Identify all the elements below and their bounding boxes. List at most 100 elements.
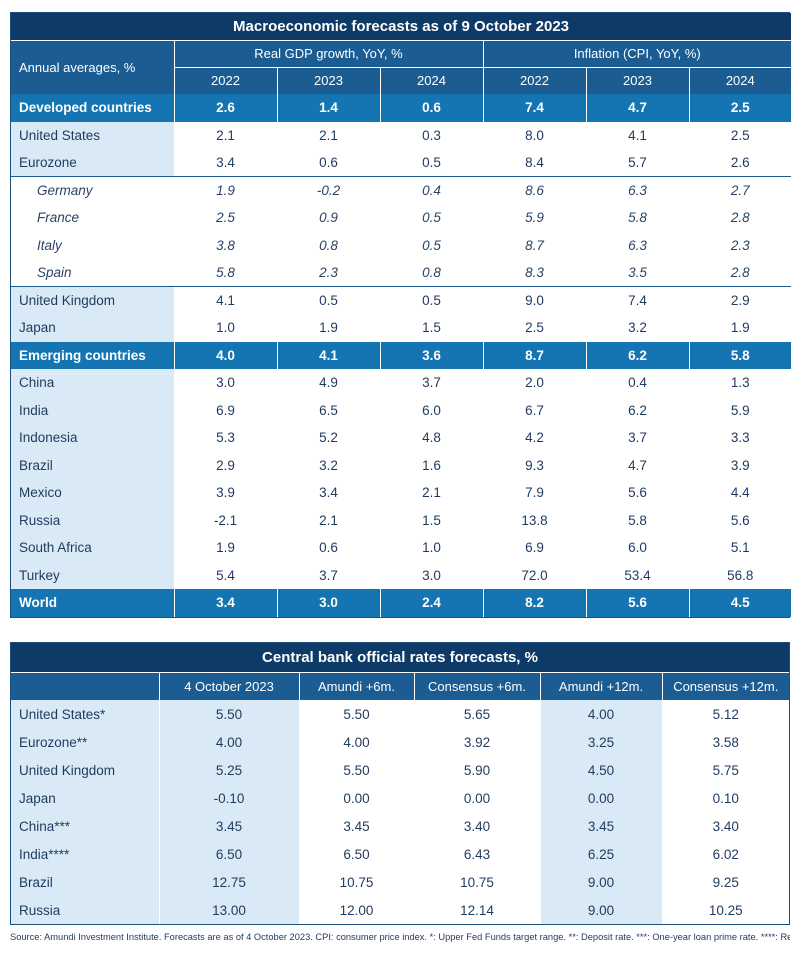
table-cell: 2.3 [277, 259, 381, 287]
table-cell: 2.6 [689, 149, 792, 177]
table-cell: 4.1 [174, 286, 278, 314]
table-cell: 3.45 [540, 812, 663, 840]
table-cell: 4.00 [299, 728, 415, 756]
table-cell: 8.7 [483, 231, 587, 259]
table-row: France 2.5 0.9 0.5 5.9 5.8 2.8 [11, 204, 792, 232]
table-cell: 5.3 [174, 424, 278, 452]
table-cell: 5.8 [586, 204, 690, 232]
table-row: Eurozone 3.4 0.6 0.5 8.4 5.7 2.6 [11, 149, 792, 177]
year-header: 2022 [174, 67, 278, 94]
inflation-header: Inflation (CPI, YoY, %) [483, 39, 792, 68]
table-row: Emerging countries 4.0 4.1 3.6 8.7 6.2 5.8 [11, 341, 792, 369]
row-label: World [11, 589, 175, 617]
table-cell: 2.9 [174, 451, 278, 479]
table-cell: 2.8 [689, 259, 792, 287]
table-cell: 0.6 [380, 94, 484, 122]
table-row: United States 2.1 2.1 0.3 8.0 4.1 2.5 [11, 121, 792, 149]
table-cell: 0.5 [277, 286, 381, 314]
row-label: Spain [11, 259, 175, 287]
table-cell: 6.50 [159, 840, 300, 868]
table-cell: 3.2 [586, 314, 690, 342]
table-row: United States* 5.50 5.50 5.65 4.00 5.12 [11, 700, 790, 728]
table-cell: 6.5 [277, 396, 381, 424]
rates-column-header: 4 October 2023 [159, 671, 300, 700]
table-cell: 6.7 [483, 396, 587, 424]
table-cell: 3.6 [380, 341, 484, 369]
table-cell: 1.5 [380, 506, 484, 534]
table-cell: 2.8 [689, 204, 792, 232]
rates-column-header: Consensus +12m. [662, 671, 790, 700]
table-cell: 1.5 [380, 314, 484, 342]
table-cell: 2.7 [689, 176, 792, 204]
table-cell: 0.9 [277, 204, 381, 232]
table-cell: 3.58 [662, 728, 790, 756]
table-cell: 4.8 [380, 424, 484, 452]
table-cell: 4.7 [586, 451, 690, 479]
table-cell: 6.25 [540, 840, 663, 868]
table-cell: 5.8 [689, 341, 792, 369]
table-cell: 1.3 [689, 369, 792, 397]
table-row: Turkey 5.4 3.7 3.0 72.0 53.4 56.8 [11, 561, 792, 589]
table-cell: 2.5 [483, 314, 587, 342]
table-row: India 6.9 6.5 6.0 6.7 6.2 5.9 [11, 396, 792, 424]
table-cell: 3.0 [277, 589, 381, 617]
table-cell: 1.6 [380, 451, 484, 479]
table-cell: 6.43 [414, 840, 541, 868]
rates-column-header: Consensus +6m. [414, 671, 541, 700]
table-cell: 56.8 [689, 561, 792, 589]
year-header: 2024 [689, 67, 792, 94]
row-label: Turkey [11, 561, 175, 589]
table-cell: 9.00 [540, 896, 663, 924]
table-cell: 10.25 [662, 896, 790, 924]
table-row: China*** 3.45 3.45 3.40 3.45 3.40 [11, 812, 790, 840]
row-label: Developed countries [11, 94, 175, 122]
table-cell: 1.9 [174, 534, 278, 562]
table-cell: 4.9 [277, 369, 381, 397]
table-cell: 3.9 [174, 479, 278, 507]
table-cell: 4.0 [174, 341, 278, 369]
table-cell: 0.00 [299, 784, 415, 812]
table-row: Japan -0.10 0.00 0.00 0.00 0.10 [11, 784, 790, 812]
table-cell: 3.7 [586, 424, 690, 452]
macro-forecasts-table: Macroeconomic forecasts as of 9 October … [10, 12, 792, 618]
table-cell: 0.5 [380, 149, 484, 177]
table-cell: 3.45 [159, 812, 300, 840]
table-cell: 53.4 [586, 561, 690, 589]
table-cell: 4.00 [540, 700, 663, 728]
table-cell: 10.75 [414, 868, 541, 896]
table-cell: 13.8 [483, 506, 587, 534]
table-row: Eurozone** 4.00 4.00 3.92 3.25 3.58 [11, 728, 790, 756]
table-cell: 4.1 [277, 341, 381, 369]
table-cell: 8.7 [483, 341, 587, 369]
year-header: 2024 [380, 67, 484, 94]
table-cell: 0.5 [380, 286, 484, 314]
table-cell: 7.4 [483, 94, 587, 122]
table-row: India**** 6.50 6.50 6.43 6.25 6.02 [11, 840, 790, 868]
table-cell: 0.5 [380, 231, 484, 259]
row-label: Emerging countries [11, 341, 175, 369]
row-label: Italy [11, 231, 175, 259]
row-label: China*** [11, 812, 160, 840]
table-cell: 2.1 [380, 479, 484, 507]
table-cell: 12.75 [159, 868, 300, 896]
rates-forecasts-table: Central bank official rates forecasts, %… [10, 642, 790, 925]
table-cell: 0.8 [277, 231, 381, 259]
table-cell: 3.92 [414, 728, 541, 756]
row-label: South Africa [11, 534, 175, 562]
row-label: Brazil [11, 451, 175, 479]
table-row: World 3.4 3.0 2.4 8.2 5.6 4.5 [11, 589, 792, 617]
table-row: Indonesia 5.3 5.2 4.8 4.2 3.7 3.3 [11, 424, 792, 452]
table-row: Developed countries 2.6 1.4 0.6 7.4 4.7 2.5 [11, 94, 792, 122]
row-label: China [11, 369, 175, 397]
table-cell: 3.9 [689, 451, 792, 479]
table-cell: 4.5 [689, 589, 792, 617]
row-label: United Kingdom [11, 286, 175, 314]
table-cell: 2.5 [689, 121, 792, 149]
table-cell: 4.1 [586, 121, 690, 149]
table-cell: 5.6 [586, 589, 690, 617]
table-cell: 9.0 [483, 286, 587, 314]
table-cell: 1.0 [380, 534, 484, 562]
table-cell: 6.3 [586, 176, 690, 204]
table-cell: 6.50 [299, 840, 415, 868]
row-label: United States [11, 121, 175, 149]
